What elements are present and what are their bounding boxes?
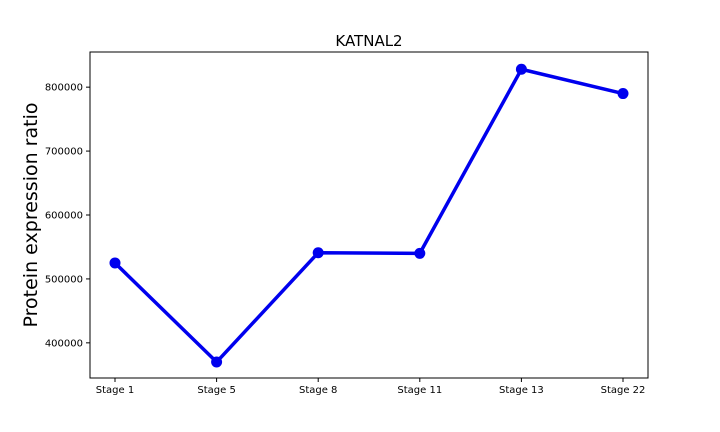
x-tick-label: Stage 13 — [499, 385, 544, 396]
y-tick-label: 500000 — [45, 274, 83, 285]
y-axis: 400000 500000 600000 700000 800000 — [45, 83, 90, 349]
x-axis: Stage 1 Stage 5 Stage 8 Stage 11 Stage 13 Sta… — [96, 378, 646, 396]
x-tick-label: Stage 11 — [397, 385, 442, 396]
data-point — [211, 356, 223, 368]
x-tick-label: Stage 8 — [299, 385, 337, 396]
x-tick-label: Stage 5 — [197, 385, 235, 396]
y-tick-label: 800000 — [45, 83, 83, 94]
x-tick-label: Stage 1 — [96, 385, 134, 396]
data-point — [109, 257, 121, 269]
series-line — [113, 67, 624, 364]
y-tick-label: 700000 — [45, 147, 83, 158]
plot-frame — [89, 51, 649, 379]
y-tick-label: 400000 — [45, 338, 83, 349]
data-point — [617, 88, 629, 100]
series-layer — [109, 63, 629, 368]
y-tick-label: 600000 — [45, 211, 83, 222]
data-point — [414, 247, 426, 259]
x-tick-label: Stage 22 — [601, 385, 646, 396]
chart-title: KATNAL2 — [335, 32, 402, 50]
data-point — [515, 63, 527, 75]
data-point — [312, 247, 324, 259]
y-axis-label: Protein expression ratio — [20, 103, 42, 328]
